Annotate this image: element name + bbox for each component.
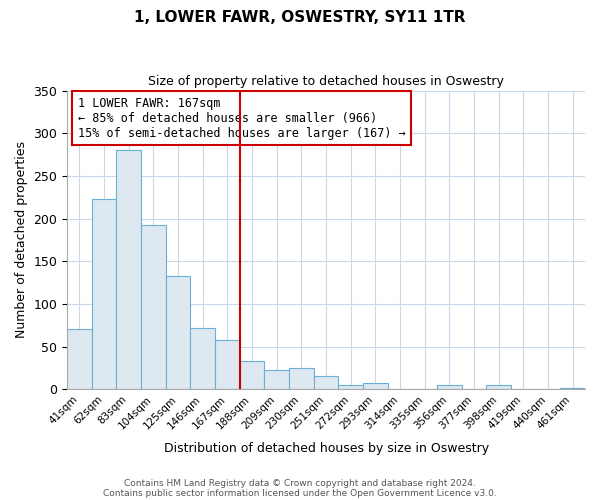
Bar — [437, 385, 462, 389]
Bar — [215, 340, 240, 389]
Bar — [289, 368, 314, 389]
X-axis label: Distribution of detached houses by size in Oswestry: Distribution of detached houses by size … — [164, 442, 488, 455]
Bar — [487, 385, 511, 389]
Bar — [141, 224, 166, 389]
Bar — [240, 361, 265, 389]
Text: Contains HM Land Registry data © Crown copyright and database right 2024.: Contains HM Land Registry data © Crown c… — [124, 478, 476, 488]
Title: Size of property relative to detached houses in Oswestry: Size of property relative to detached ho… — [148, 75, 504, 88]
Bar — [92, 199, 116, 389]
Bar — [560, 388, 585, 389]
Bar — [116, 150, 141, 389]
Bar — [166, 276, 190, 389]
Bar — [190, 328, 215, 389]
Bar — [67, 330, 92, 389]
Text: 1, LOWER FAWR, OSWESTRY, SY11 1TR: 1, LOWER FAWR, OSWESTRY, SY11 1TR — [134, 10, 466, 25]
Text: Contains public sector information licensed under the Open Government Licence v3: Contains public sector information licen… — [103, 488, 497, 498]
Y-axis label: Number of detached properties: Number of detached properties — [15, 142, 28, 338]
Bar — [265, 370, 289, 389]
Bar — [338, 385, 363, 389]
Bar — [314, 376, 338, 389]
Bar — [363, 383, 388, 389]
Text: 1 LOWER FAWR: 167sqm
← 85% of detached houses are smaller (966)
15% of semi-deta: 1 LOWER FAWR: 167sqm ← 85% of detached h… — [77, 96, 405, 140]
